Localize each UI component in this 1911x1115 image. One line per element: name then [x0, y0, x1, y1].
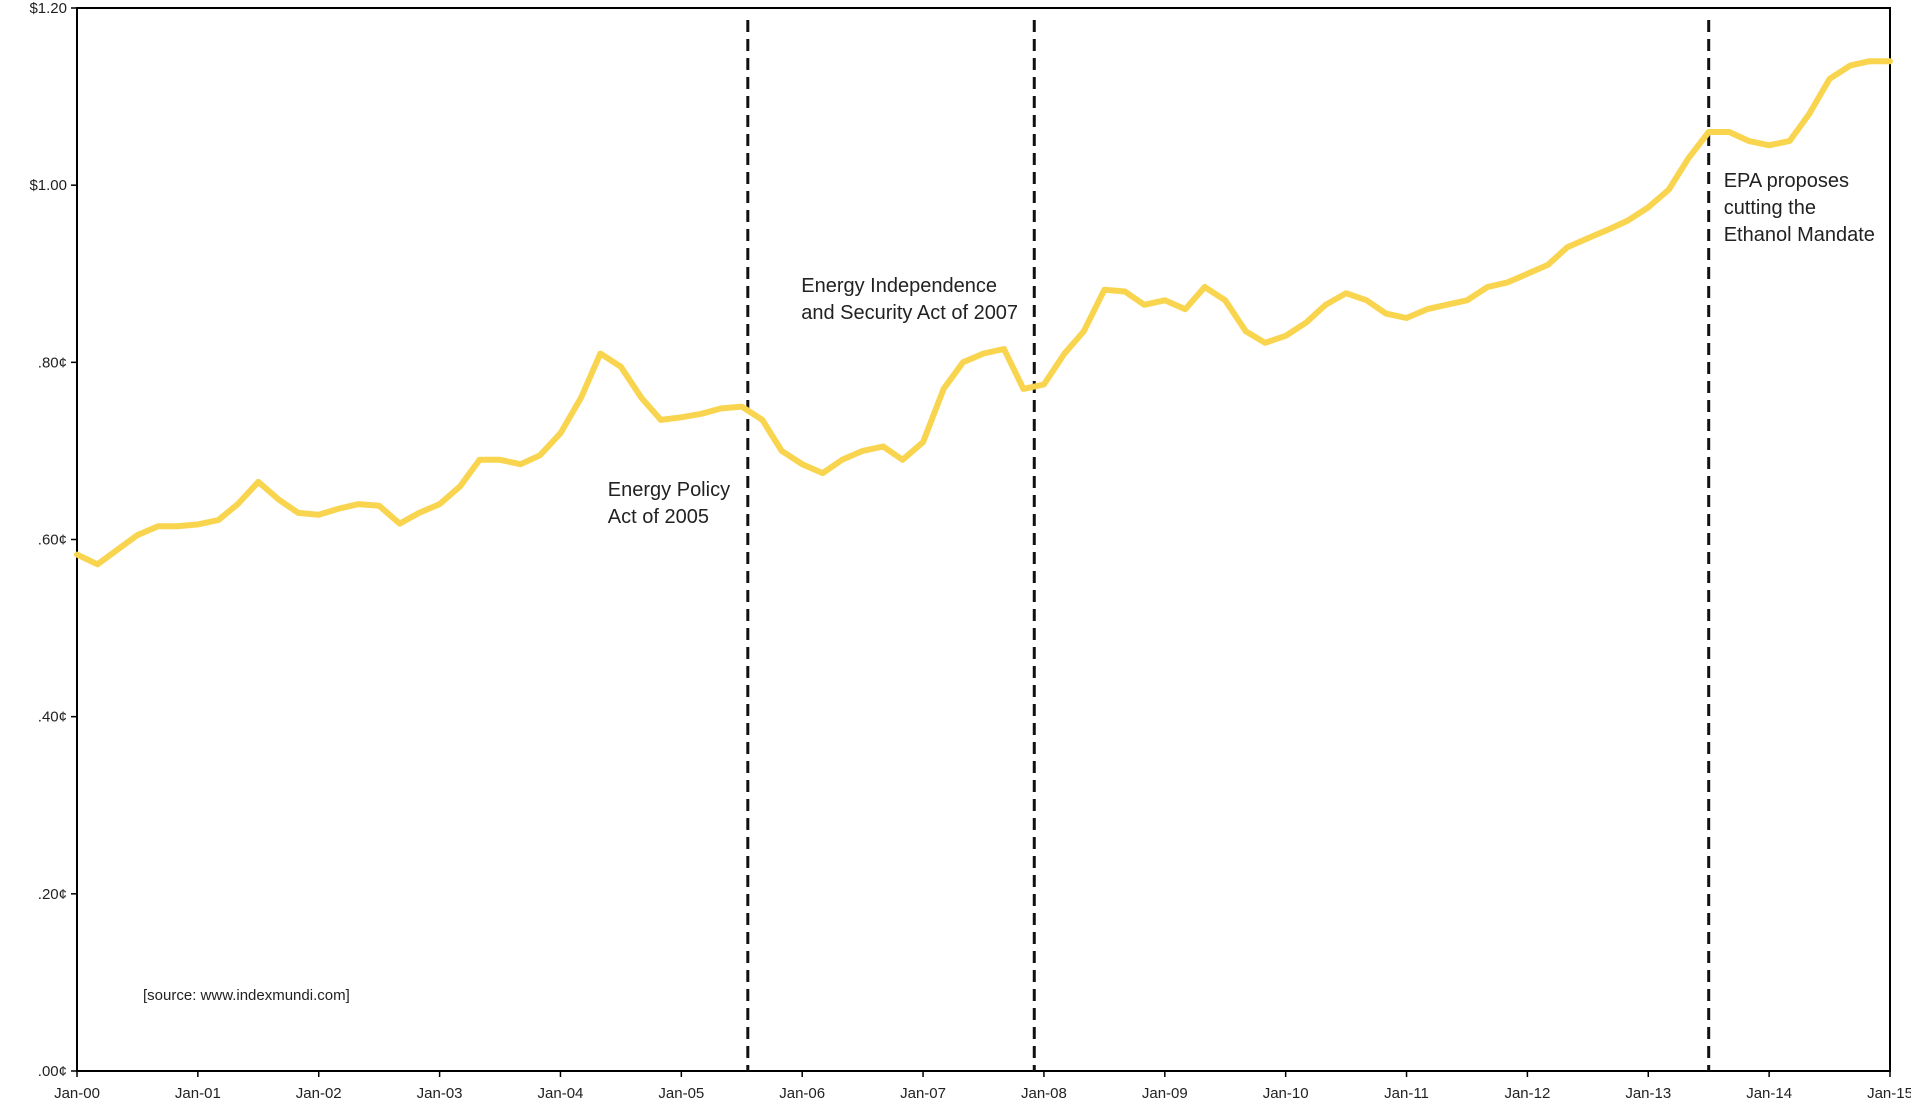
x-tick-label: Jan-08 — [1021, 1085, 1067, 1102]
plot-frame — [76, 7, 1891, 1072]
event-label: Energy Independence — [801, 275, 997, 297]
y-tick-label: .60¢ — [38, 532, 67, 549]
annotation-labels: Energy Policy Act of 2005 Energy Independe… — [608, 170, 1875, 528]
event-label: Act of 2005 — [608, 506, 709, 528]
x-tick-label: Jan-06 — [779, 1085, 825, 1102]
x-tick-label: Jan-15 — [1867, 1085, 1911, 1102]
x-tick-label: Jan-00 — [54, 1085, 100, 1102]
series-line — [74, 58, 1893, 568]
x-tick-label: Jan-05 — [658, 1085, 704, 1102]
x-tick-label: Jan-12 — [1504, 1085, 1550, 1102]
x-tick-label: Jan-04 — [538, 1085, 584, 1102]
y-tick-label: .80¢ — [38, 354, 67, 371]
x-tick-label: Jan-11 — [1384, 1085, 1429, 1102]
x-tick-label: Jan-14 — [1746, 1085, 1792, 1102]
y-tick-label: .40¢ — [38, 709, 67, 726]
x-tick-label: Jan-03 — [417, 1085, 463, 1102]
x-tick-label: Jan-13 — [1625, 1085, 1671, 1102]
x-tick-label: Jan-09 — [1142, 1085, 1188, 1102]
y-tick-label: .20¢ — [38, 886, 67, 903]
x-tick-label: Jan-10 — [1263, 1085, 1309, 1102]
y-tick-label: $1.00 — [29, 177, 67, 194]
event-lines — [746, 20, 1711, 1071]
event-label: EPA proposes — [1724, 170, 1849, 192]
y-tick-label: .00¢ — [38, 1063, 67, 1080]
series-layer — [74, 58, 1893, 568]
x-tick-label: Jan-01 — [175, 1085, 221, 1102]
event-label: and Security Act of 2007 — [801, 302, 1018, 324]
source-note: [source: www.indexmundi.com] — [143, 987, 350, 1004]
axes: .00¢ .20¢ .40¢ .60¢ .80¢ $1.00 $1.20 Jan-00 Jan-… — [29, 0, 1911, 1102]
x-tick-label: Jan-02 — [296, 1085, 342, 1102]
event-label: Energy Policy — [608, 479, 730, 501]
event-label: cutting the — [1724, 197, 1816, 219]
y-tick-label: $1.20 — [29, 0, 67, 17]
event-label: Ethanol Mandate — [1724, 224, 1875, 246]
x-tick-label: Jan-07 — [900, 1085, 946, 1102]
